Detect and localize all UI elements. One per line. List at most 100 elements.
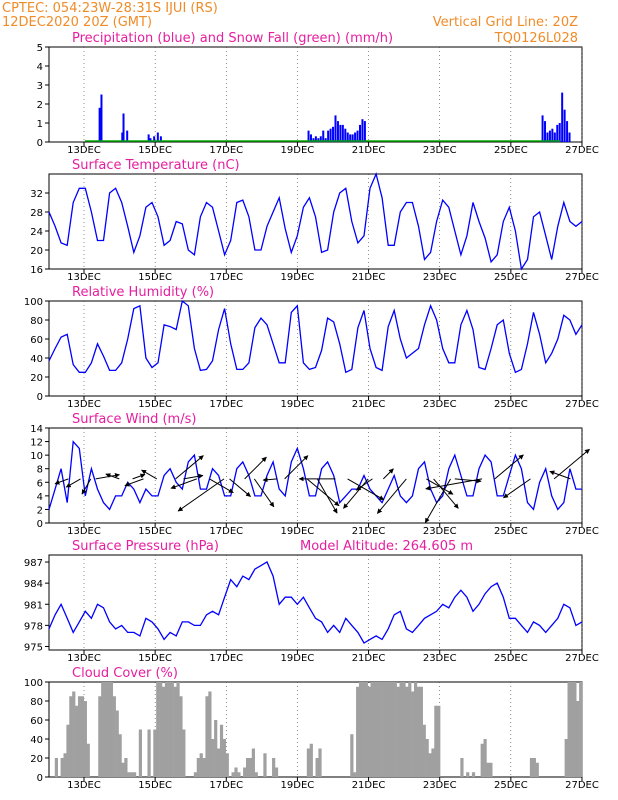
y-tick-label: 40 [30,354,43,365]
pressure-panel: Surface Pressure (hPa) Model Altitude: 2… [24,539,599,664]
cloud-cover-bar [133,772,137,777]
cloud-cover-bar [251,748,255,777]
wind-vector [170,478,197,490]
x-tick-label: 15DEC [138,780,172,791]
cloud-cover-bar [379,682,383,777]
x-tick-label: 23DEC [423,653,457,664]
x-tick-label: 27DEC [565,399,599,410]
header-station: CPTEC: 054:23W-28:31S IJUI (RS) [2,1,218,16]
cloud-cover-bar [274,767,279,777]
wind-title: Surface Wind (m/s) [72,412,196,427]
cloud-cover-bar [416,686,421,777]
precip-bar [322,130,325,142]
precip-bar [314,136,317,142]
y-tick-label: 12 [30,438,43,449]
cloud-cover-bar [234,767,238,777]
cloud-cover-bar [390,682,395,777]
precip-bar [546,132,549,142]
wind-vector [425,478,483,491]
wind-vector [376,478,407,514]
x-tick-label: 25DEC [494,145,528,156]
plot-frame [48,173,583,270]
cloud-cover-bar [466,772,470,777]
precip-bar [332,126,335,142]
pressure-title: Surface Pressure (hPa) [72,539,219,554]
y-tick-label: 80 [30,316,43,327]
wind-vector [316,478,338,514]
x-tick-label: 15DEC [138,526,172,537]
cloud-cover-bar [471,772,476,777]
cloud-cover-bar [115,710,119,777]
x-tick-label: 23DEC [423,780,457,791]
x-tick-label: 27DEC [565,145,599,156]
wind-vector [54,478,69,485]
wind-vector [553,448,590,480]
precip-bar [551,128,554,142]
cloud-cover-bar [570,682,574,777]
y-tick-label: 0 [37,392,43,403]
cloud-cover-bar [254,772,258,777]
cloud-cover-bar [370,682,374,777]
precip-bar [312,138,315,142]
wind-vector [284,455,309,480]
precip-bar [561,92,564,142]
humidity-panel: Relative Humidity (%) 13DEC 15DEC 17DEC 19D… [24,285,599,410]
cloud-cover-bar [60,758,64,777]
cloud-cover-bar [535,762,539,777]
y-tick-label: 0 [37,773,43,784]
y-tick-label: 24 [30,227,43,238]
x-tick-label: 27DEC [565,780,599,791]
x-tick-label: 25DEC [494,272,528,283]
cloud-cover-bar [80,696,85,777]
cloud-cover-bar [402,682,406,777]
wind-vector [382,468,394,480]
cloud-cover-bar [147,729,151,777]
x-tick-label: 21DEC [352,653,386,664]
cloud-cover-bar [364,682,368,777]
precip-bar [558,123,561,142]
series-line [48,171,583,271]
x-tick-label: 19DEC [281,145,315,156]
cloud-cover-bar [199,753,203,777]
header-run: 12DEC2020 20Z (GMT) [2,15,152,30]
precip-bar [121,132,124,142]
cloud-cover-bar [86,743,90,777]
wind-vector [343,478,369,509]
cloud-cover-bar [358,682,363,777]
cloud-cover-bar [356,686,360,777]
x-tick-label: 17DEC [209,526,243,537]
wind-panel: Surface Wind (m/s) 13DEC 15DEC 17DEC 19DEC 2… [30,412,599,537]
precip-bar [334,115,337,142]
cloud-cover-bar [315,758,319,777]
x-tick-label: 23DEC [423,272,457,283]
cloud-cover-bar [272,758,276,777]
precip-bar [153,136,156,142]
cloud-cover-bar [318,748,322,777]
cloud-cover-bar [309,743,313,777]
x-tick-label: 17DEC [209,780,243,791]
x-tick-label: 17DEC [209,399,243,410]
cloud-cover-bar [222,739,227,777]
precip-bar [319,136,322,142]
x-tick-label: 23DEC [423,399,457,410]
cloud-cover-bar [373,682,377,777]
precip-bar [327,130,330,142]
cloud-cover-bar [225,753,229,777]
x-tick-label: 17DEC [209,145,243,156]
cloud-cover-bar [217,748,221,777]
cloud-cover-bar [245,758,250,777]
precipitation-panel: Precipitation (blue) and Snow Fall (gree… [37,31,599,156]
x-tick-label: 19DEC [281,399,315,410]
precip-bar [307,130,310,142]
cloud-cover-bar [237,772,241,777]
x-tick-label: 25DEC [494,399,528,410]
cloud-cover-bar [353,772,357,777]
precip-bar [329,128,332,142]
cloud-cover-bar [77,696,82,777]
cloud-cover-bar [428,753,432,777]
x-tick-label: 23DEC [423,526,457,537]
y-tick-label: 20 [30,246,43,257]
cloud-cover-bar [231,772,235,777]
cloud-cover-bar [382,682,386,777]
cloud-cover-bar [75,705,79,777]
